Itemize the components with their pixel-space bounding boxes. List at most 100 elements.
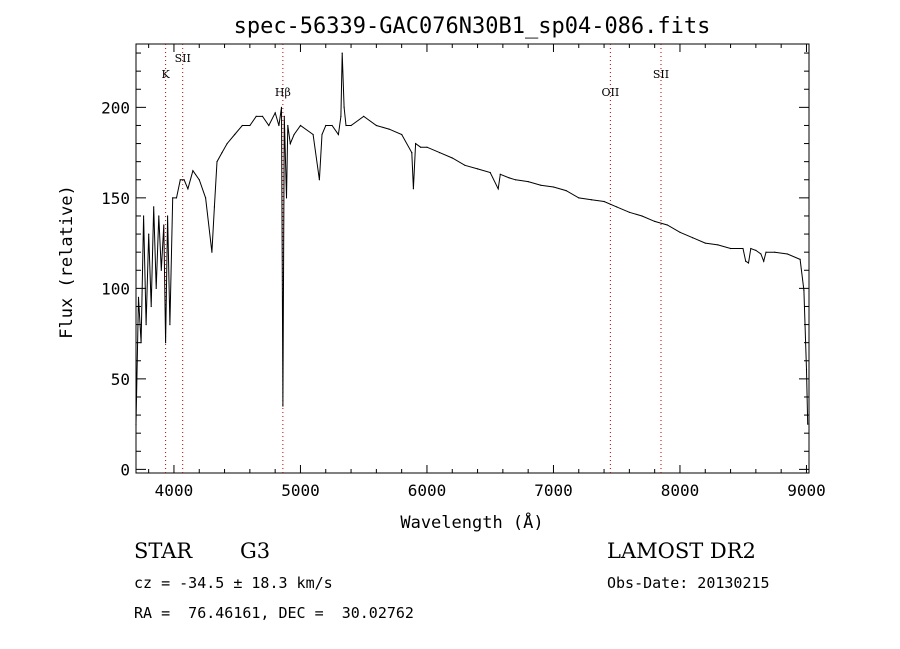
object-subclass: G3 [240, 539, 271, 563]
data-point [590, 199, 593, 201]
data-point [747, 262, 750, 264]
redshift-readout: cz = -34.5 ± 18.3 km/s [134, 574, 333, 592]
data-point [268, 124, 270, 127]
x-tick-label: 8000 [661, 481, 700, 500]
data-point [216, 161, 218, 163]
line-marker-label: OII [602, 86, 620, 99]
y-tick-label: 150 [101, 189, 130, 208]
data-point [578, 197, 580, 199]
data-point [654, 220, 656, 222]
data-point [148, 233, 150, 235]
x-tick-label: 9000 [787, 481, 826, 500]
data-point [497, 188, 499, 190]
data-point [312, 133, 314, 136]
data-point [289, 143, 291, 145]
data-point [514, 179, 517, 181]
data-point [420, 146, 422, 148]
data-point [331, 124, 333, 127]
data-point [641, 215, 643, 217]
data-point [234, 133, 236, 136]
coordinates-readout: RA = 76.46161, DEC = 30.02762 [134, 604, 414, 622]
x-tick-label: 6000 [408, 481, 447, 500]
data-point [280, 106, 283, 108]
y-tick-label: 50 [111, 370, 130, 389]
obs-date-readout: Obs-Date: 20130215 [607, 574, 770, 592]
data-point [282, 405, 284, 407]
line-marker-label: Hβ [275, 86, 291, 99]
data-point [160, 269, 162, 271]
data-point [287, 124, 289, 127]
data-point [704, 242, 706, 244]
data-point [774, 251, 776, 253]
spectral-line-markers: K SII Hβ OII SII [161, 44, 669, 473]
data-point [527, 181, 529, 183]
data-point [807, 423, 809, 425]
data-point [616, 206, 618, 208]
data-point [167, 215, 169, 217]
data-point [755, 249, 757, 251]
data-point [401, 133, 403, 136]
survey-label: LAMOST DR2 [607, 539, 756, 563]
data-point [179, 179, 181, 181]
data-point [169, 324, 171, 326]
data-point [198, 179, 200, 181]
x-axis-label: Wavelength (Å) [400, 511, 543, 533]
object-class: STAR [134, 539, 193, 563]
data-point [477, 168, 479, 170]
data-point [411, 152, 413, 154]
data-point [187, 188, 189, 190]
data-point [299, 124, 302, 127]
x-tick-label: 5000 [281, 481, 320, 500]
data-point [205, 197, 207, 199]
data-point [489, 171, 491, 174]
data-point [350, 124, 352, 127]
data-point [340, 115, 342, 117]
data-point [628, 211, 631, 213]
data-point [666, 224, 668, 226]
data-point [692, 237, 694, 239]
data-point [464, 164, 466, 166]
data-point [137, 296, 140, 298]
data-point [213, 206, 215, 208]
data-point [750, 247, 752, 250]
data-point [337, 133, 339, 136]
data-point [143, 215, 145, 217]
data-point [415, 143, 417, 145]
data-point [175, 197, 178, 199]
data-point [540, 184, 542, 186]
line-marker-label: SII [175, 52, 191, 65]
data-point [135, 423, 137, 425]
data-point [745, 260, 747, 262]
data-point [786, 253, 789, 255]
data-point [341, 52, 343, 54]
data-point [499, 173, 501, 175]
data-point [345, 124, 347, 127]
data-point [363, 115, 365, 117]
data-point [439, 152, 441, 154]
data-point [375, 124, 377, 127]
data-point [293, 133, 295, 136]
data-point [318, 179, 320, 181]
data-point [426, 146, 428, 148]
data-point [261, 115, 264, 117]
y-axis-label: Flux (relative) [57, 185, 77, 339]
data-point [158, 215, 160, 217]
data-point [153, 206, 155, 208]
data-point [183, 179, 185, 181]
data-point [321, 133, 323, 136]
data-point [163, 224, 165, 226]
data-point [283, 115, 285, 117]
y-tick-label: 0 [120, 460, 130, 479]
chart-title: spec-56339-GAC076N30B1_sp04-086.fits [234, 14, 711, 39]
line-marker-label: SII [653, 68, 669, 81]
data-point [765, 251, 767, 253]
data-point [717, 244, 719, 246]
data-point [249, 124, 251, 127]
data-point [155, 287, 157, 289]
data-point [763, 260, 765, 262]
spectrum-line [135, 53, 809, 425]
data-point [760, 253, 762, 255]
x-tick-label: 4000 [155, 481, 194, 500]
data-point [145, 324, 147, 326]
